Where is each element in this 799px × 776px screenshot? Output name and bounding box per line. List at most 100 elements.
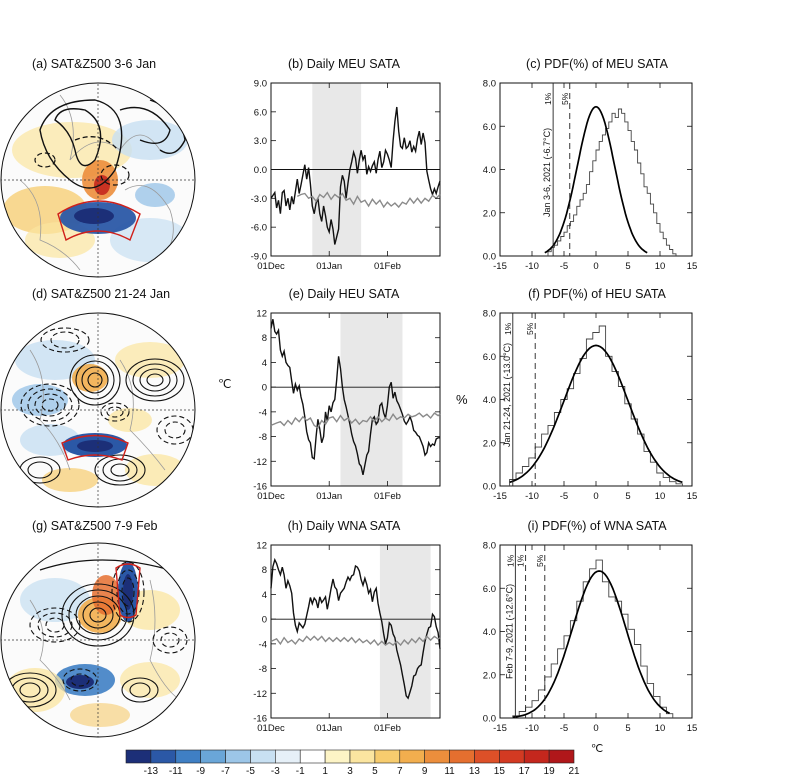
xtick-label-e: 01Feb (374, 491, 401, 502)
series-line-h-daily (270, 557, 441, 700)
xtick-label-c: -10 (525, 261, 539, 272)
ytick-label-e: -8 (259, 432, 267, 443)
map-panel-g: (g) SAT&Z500 7-9 Feb (0, 519, 196, 738)
chart-title-h: (h) Daily WNA SATA (288, 519, 401, 533)
xtick-label-f: 0 (593, 491, 598, 502)
percentile-label-c-0: 1% (543, 92, 553, 105)
chart-title-b: (b) Daily MEU SATA (288, 57, 401, 71)
series-line-b-daily (270, 106, 441, 245)
xtick-label-h: 01Feb (374, 723, 401, 734)
xtick-label-b: 01Dec (257, 261, 285, 272)
colorbar-swatch (150, 749, 177, 764)
ytick-label-f: 8.0 (483, 309, 496, 320)
xtick-label-i: 5 (625, 723, 630, 734)
ylabel-f: % (456, 392, 468, 407)
xtick-label-e: 01Jan (316, 491, 342, 502)
ytick-label-b: -6.0 (251, 223, 267, 234)
ytick-label-i: 4.0 (483, 627, 496, 638)
shade-band-e (340, 313, 403, 486)
xtick-label-b: 01Feb (374, 261, 401, 272)
chart-frame-h (270, 544, 441, 719)
ytick-label-h: 4 (262, 590, 267, 601)
colorbar-swatch (200, 749, 226, 764)
ytick-label-i: 6.0 (483, 584, 496, 595)
map-frame-g (0, 542, 196, 738)
map-panel-d: (d) SAT&Z500 21-24 Jan (0, 287, 196, 508)
ytick-label-i: 0.0 (483, 714, 496, 725)
colorbar-label: 19 (544, 766, 556, 776)
colorbar-swatch (275, 749, 301, 764)
xtick-label-i: 0 (593, 723, 598, 734)
ytick-label-c: 8.0 (483, 79, 496, 90)
xtick-label-i: -15 (493, 723, 507, 734)
xtick-label-h: 01Jan (316, 723, 342, 734)
colorbar: -13 -11 -9 -7 -5 -3 -1 1 3 5 7 9 11 13 15 17 19 21 (125, 749, 580, 776)
ytick-label-h: -16 (253, 714, 267, 725)
ytick-label-h: 12 (256, 541, 267, 552)
percentile-label-f-1: 5% (525, 322, 535, 335)
ylabel-e: ℃ (218, 377, 231, 391)
chart-marks-b: -9.0 -6.0 -3.0 0.0 3.0 6.0 9.0 01Dec 01Jan 01Feb (251, 79, 441, 272)
chart-title-e: (e) Daily HEU SATA (289, 287, 400, 301)
histogram-c: (c) PDF(%) of MEU SATA 1% 5% Jan 3-6, 2021… (483, 57, 698, 272)
ytick-label-f: 2.0 (483, 438, 496, 449)
ytick-label-h: -8 (259, 664, 267, 675)
line-chart-e: (e) Daily HEU SATA ℃ -16 -12 -8 -4 0 4 8 12 01De… (218, 287, 441, 502)
xtick-label-i: -10 (525, 723, 539, 734)
series-line-b-climatology (296, 191, 441, 209)
ytick-label-e: -4 (259, 407, 267, 418)
ytick-label-e: 0 (262, 383, 267, 394)
colorbar-swatch (175, 749, 201, 764)
colorbar-swatch (499, 749, 525, 764)
map-title-d: (d) SAT&Z500 21-24 Jan (32, 287, 170, 301)
percentile-label-i-1: 1% (516, 554, 526, 567)
histogram-i: (i) PDF(%) of WNA SATA ℃ 1% 1% 5% Feb 7-9, … (483, 519, 698, 755)
colorbar-swatch (399, 749, 425, 764)
map-field-g (1, 543, 195, 737)
ytick-label-h: -4 (259, 639, 267, 650)
xtick-label-f: -15 (493, 491, 507, 502)
xlabel-i: ℃ (591, 743, 603, 755)
event-annotation-c: Jan 3-6, 2021 (-6.7°C) (542, 128, 552, 217)
colorbar-label: -1 (296, 766, 305, 776)
xtick-label-i: 10 (655, 723, 666, 734)
ytick-label-e: 4 (262, 358, 267, 369)
ytick-label-e: 8 (262, 333, 267, 344)
colorbar-swatch (349, 749, 376, 764)
colorbar-label: -11 (169, 766, 183, 776)
series-line-e-climatology (270, 412, 441, 429)
colorbar-swatch (424, 749, 450, 764)
colorbar-swatch (548, 749, 575, 764)
xtick-label-c: 5 (625, 261, 630, 272)
colorbar-swatch (374, 749, 401, 764)
colorbar-label: 9 (422, 766, 428, 776)
map-title-a: (a) SAT&Z500 3-6 Jan (32, 57, 156, 71)
xtick-label-i: 15 (687, 723, 698, 734)
ytick-label-h: 8 (262, 565, 267, 576)
xtick-label-c: 15 (687, 261, 698, 272)
normal-fit-curve-c (544, 105, 648, 254)
ytick-label-e: -16 (253, 482, 267, 493)
chart-marks-c: 1% 5% Jan 3-6, 2021 (-6.7°C) 0.0 2.0 4.0 6.0 8.… (483, 79, 698, 273)
chart-title-f: (f) PDF(%) of HEU SATA (528, 287, 666, 301)
xtick-label-f: 10 (655, 491, 666, 502)
colorbar-swatch (125, 749, 152, 764)
xtick-label-f: -10 (525, 491, 539, 502)
ytick-label-b: 6.0 (254, 107, 267, 118)
colorbar-label: 7 (397, 766, 403, 776)
chart-frame-e (270, 312, 441, 487)
colorbar-swatch (250, 749, 276, 764)
ytick-label-c: 6.0 (483, 122, 496, 133)
chart-marks-e: -16 -12 -8 -4 0 4 8 12 01Dec 01Jan 01Feb (253, 309, 441, 502)
ytick-label-c: 0.0 (483, 252, 496, 263)
line-chart-h: (h) Daily WNA SATA -16 -12 -8 -4 0 4 8 12 01Dec 0… (253, 519, 441, 734)
colorbar-label: -9 (196, 766, 205, 776)
colorbar-label: -7 (221, 766, 230, 776)
colorbar-label: -13 (144, 766, 159, 776)
colorbar-label: 15 (494, 766, 506, 776)
xtick-label-c: 0 (593, 261, 598, 272)
xtick-label-c: 10 (655, 261, 666, 272)
xtick-label-c: -15 (493, 261, 507, 272)
chart-marks-f: 1% 5% Jan 21-24, 2021 (-13.0°C) 0.0 2.0 4.0 6.… (483, 309, 698, 503)
